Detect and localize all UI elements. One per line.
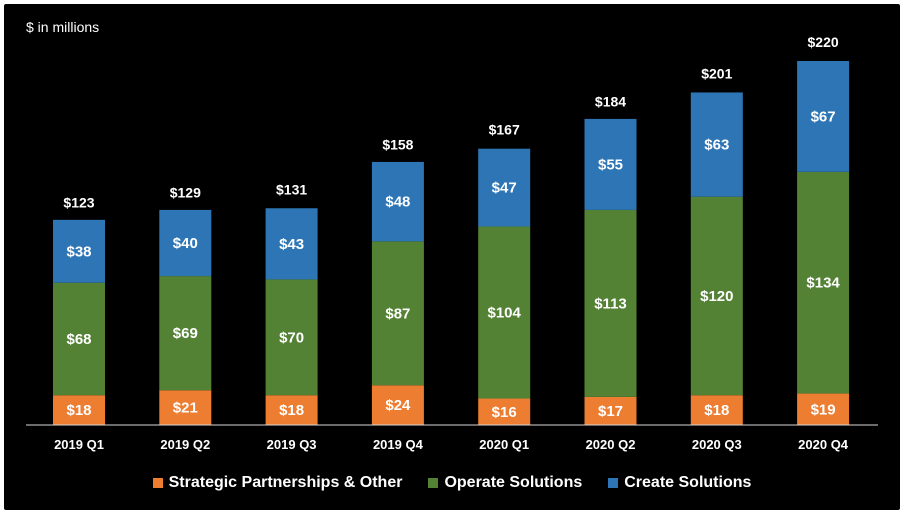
x-tick-label-8: 2020 Q4 <box>798 437 849 452</box>
total-label-6: $184 <box>595 94 626 110</box>
total-label-8: $220 <box>808 34 839 50</box>
data-label-create-1: $38 <box>66 243 91 260</box>
data-label-operate-4: $87 <box>385 305 410 322</box>
data-label-operate-6: $113 <box>594 295 627 312</box>
data-label-create-2: $40 <box>173 235 198 252</box>
data-label-create-4: $48 <box>385 194 410 211</box>
bar-operate-5 <box>478 226 531 399</box>
legend-label-strategic: Strategic Partnerships & Other <box>168 474 403 491</box>
x-tick-label-2: 2019 Q2 <box>160 437 210 452</box>
data-label-create-8: $67 <box>811 108 836 125</box>
bar-strategic-4 <box>371 385 424 425</box>
bar-create-1 <box>53 219 105 283</box>
data-label-strategic-2: $21 <box>173 400 198 417</box>
total-label-1: $123 <box>63 194 94 210</box>
chart-frame <box>4 4 900 510</box>
data-label-create-5: $47 <box>492 180 517 197</box>
bar-operate-2 <box>159 276 212 391</box>
legend-swatch-operate <box>428 478 439 488</box>
total-label-3: $131 <box>276 181 307 197</box>
bar-create-6 <box>584 118 637 210</box>
data-label-create-6: $55 <box>598 156 623 173</box>
bar-create-2 <box>159 209 212 277</box>
bar-operate-1 <box>53 282 105 396</box>
data-label-create-7: $63 <box>704 137 729 154</box>
bar-operate-7 <box>690 196 743 396</box>
data-label-operate-7: $120 <box>700 288 733 305</box>
bar-operate-8 <box>797 171 850 394</box>
legend-item-strategic: Strategic Partnerships & Other <box>152 474 403 492</box>
bar-operate-4 <box>371 241 424 386</box>
legend-label-operate: Operate Solutions <box>444 474 583 491</box>
data-label-create-3: $43 <box>279 236 304 253</box>
bar-operate-6 <box>584 209 637 397</box>
x-tick-label-1: 2019 Q1 <box>54 437 104 452</box>
data-label-operate-5: $104 <box>488 304 522 321</box>
data-label-strategic-7: $18 <box>704 402 729 419</box>
bar-strategic-1 <box>53 395 105 425</box>
total-label-4: $158 <box>382 137 413 153</box>
unit-label: $ in millions <box>26 19 100 35</box>
legend-item-operate: Operate Solutions <box>428 474 582 492</box>
data-label-strategic-4: $24 <box>385 397 411 414</box>
bar-create-3 <box>265 208 318 280</box>
data-label-strategic-3: $18 <box>279 402 304 419</box>
bar-operate-3 <box>265 279 318 396</box>
data-label-operate-1: $68 <box>66 331 91 348</box>
total-label-5: $167 <box>489 122 520 138</box>
x-tick-label-6: 2020 Q2 <box>586 437 636 452</box>
legend-item-create: Create Solutions <box>608 474 751 492</box>
legend-swatch-strategic <box>152 478 163 488</box>
x-tick-label-5: 2020 Q1 <box>479 437 529 452</box>
bar-create-4 <box>371 161 424 242</box>
legend-swatch-create <box>608 478 619 488</box>
bar-strategic-5 <box>478 398 531 425</box>
x-tick-label-4: 2019 Q4 <box>373 437 424 452</box>
data-label-operate-8: $134 <box>806 275 840 292</box>
data-label-strategic-5: $16 <box>492 404 517 421</box>
data-label-strategic-1: $18 <box>66 402 91 419</box>
x-tick-label-3: 2019 Q3 <box>267 437 317 452</box>
bar-strategic-6 <box>584 396 637 425</box>
bar-strategic-7 <box>690 395 743 425</box>
legend-label-create: Create Solutions <box>624 474 752 491</box>
legend: Strategic Partnerships & Other Operate S… <box>0 474 904 492</box>
x-tick-label-7: 2020 Q3 <box>692 437 742 452</box>
bar-create-8 <box>797 61 850 172</box>
data-label-strategic-6: $17 <box>598 403 623 420</box>
bar-strategic-2 <box>159 390 212 425</box>
bar-create-7 <box>690 92 743 197</box>
data-label-strategic-8: $19 <box>811 401 836 418</box>
data-label-operate-2: $69 <box>173 325 198 342</box>
total-label-7: $201 <box>701 65 732 81</box>
bar-create-5 <box>478 148 531 227</box>
data-label-operate-3: $70 <box>279 329 304 346</box>
bar-strategic-8 <box>797 393 850 425</box>
bar-strategic-3 <box>265 395 318 425</box>
total-label-2: $129 <box>170 185 201 201</box>
